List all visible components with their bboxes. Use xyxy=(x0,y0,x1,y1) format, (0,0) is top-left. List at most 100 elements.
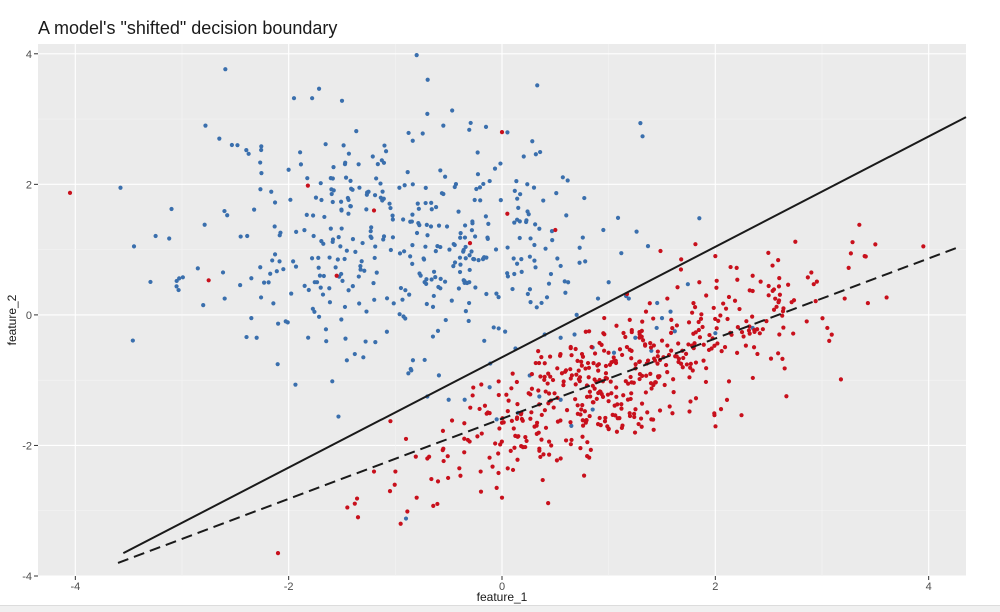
red-point xyxy=(789,300,794,305)
blue-point xyxy=(525,291,530,297)
blue-point xyxy=(433,249,438,254)
red-point xyxy=(588,447,593,453)
blue-point xyxy=(558,335,563,340)
blue-point xyxy=(528,236,533,241)
blue-point xyxy=(530,139,535,144)
red-point xyxy=(206,278,211,283)
blue-point xyxy=(222,296,227,301)
red-point xyxy=(643,342,648,347)
red-point xyxy=(608,379,613,384)
red-point xyxy=(758,279,763,284)
blue-point xyxy=(238,282,243,288)
red-point xyxy=(569,437,574,443)
red-point xyxy=(539,412,544,418)
red-point xyxy=(724,397,730,402)
blue-point xyxy=(452,260,458,265)
red-point xyxy=(663,362,669,368)
red-point xyxy=(541,452,546,457)
x-tick-label: -4 xyxy=(70,581,80,593)
red-point xyxy=(441,446,446,451)
blue-point xyxy=(456,209,461,214)
y-tick-label: -4 xyxy=(22,571,32,583)
red-point xyxy=(693,396,699,401)
blue-point xyxy=(202,222,207,227)
blue-point xyxy=(418,273,423,278)
red-point xyxy=(538,374,543,379)
red-point xyxy=(620,352,625,358)
red-point xyxy=(498,442,503,447)
blue-point xyxy=(574,312,579,317)
red-point xyxy=(614,385,619,390)
red-point xyxy=(587,329,592,334)
blue-point xyxy=(344,358,349,363)
red-point xyxy=(583,329,588,334)
red-point xyxy=(584,394,590,399)
red-point xyxy=(692,304,698,310)
blue-point xyxy=(356,274,361,279)
red-point xyxy=(543,425,549,430)
blue-point xyxy=(359,259,364,264)
blue-point xyxy=(388,247,393,253)
red-point xyxy=(639,328,644,333)
red-point xyxy=(603,371,609,376)
blue-point xyxy=(467,267,472,273)
blue-point xyxy=(429,277,434,282)
red-point xyxy=(553,227,558,233)
red-point xyxy=(574,372,579,377)
red-point xyxy=(714,278,719,283)
red-point xyxy=(737,306,742,312)
red-point xyxy=(687,375,692,380)
red-point xyxy=(644,373,649,378)
red-point xyxy=(726,379,732,384)
blue-point xyxy=(338,199,344,204)
red-point xyxy=(599,342,604,347)
red-point xyxy=(559,371,565,376)
red-point xyxy=(656,375,661,380)
red-point xyxy=(701,342,706,347)
x-axis-title: feature_1 xyxy=(477,590,528,604)
red-point xyxy=(696,327,701,333)
blue-point xyxy=(481,181,486,187)
blue-point xyxy=(356,162,361,167)
red-point xyxy=(716,318,721,323)
blue-point xyxy=(390,213,395,218)
blue-point xyxy=(407,292,412,297)
blue-point xyxy=(550,238,555,243)
blue-point xyxy=(266,280,271,285)
red-point xyxy=(697,280,702,285)
red-point xyxy=(811,282,816,287)
red-point xyxy=(713,424,718,429)
red-point xyxy=(462,436,467,441)
blue-point xyxy=(424,301,429,307)
blue-point xyxy=(272,252,278,257)
red-point xyxy=(585,440,590,445)
blue-point xyxy=(316,265,321,270)
red-point xyxy=(568,344,573,350)
blue-point xyxy=(245,233,250,239)
blue-point xyxy=(319,197,324,203)
red-point xyxy=(523,435,528,440)
red-point xyxy=(747,331,752,336)
blue-point xyxy=(450,108,455,113)
blue-point xyxy=(672,329,677,334)
red-point xyxy=(774,304,779,309)
red-point xyxy=(478,469,483,474)
blue-point xyxy=(548,271,554,277)
blue-point xyxy=(475,150,480,155)
blue-point xyxy=(330,379,335,384)
blue-point xyxy=(317,273,323,278)
blue-point xyxy=(420,131,425,136)
red-point xyxy=(782,366,787,371)
red-point xyxy=(628,374,633,380)
blue-point xyxy=(270,258,275,263)
red-point xyxy=(524,438,529,444)
blue-point xyxy=(417,223,422,228)
red-point xyxy=(636,421,641,427)
red-point xyxy=(750,273,755,278)
red-point xyxy=(674,323,679,328)
x-tick-label: -2 xyxy=(284,581,294,593)
blue-point xyxy=(590,407,595,412)
red-point xyxy=(655,361,660,366)
blue-point xyxy=(512,188,517,193)
blue-point xyxy=(261,280,267,285)
